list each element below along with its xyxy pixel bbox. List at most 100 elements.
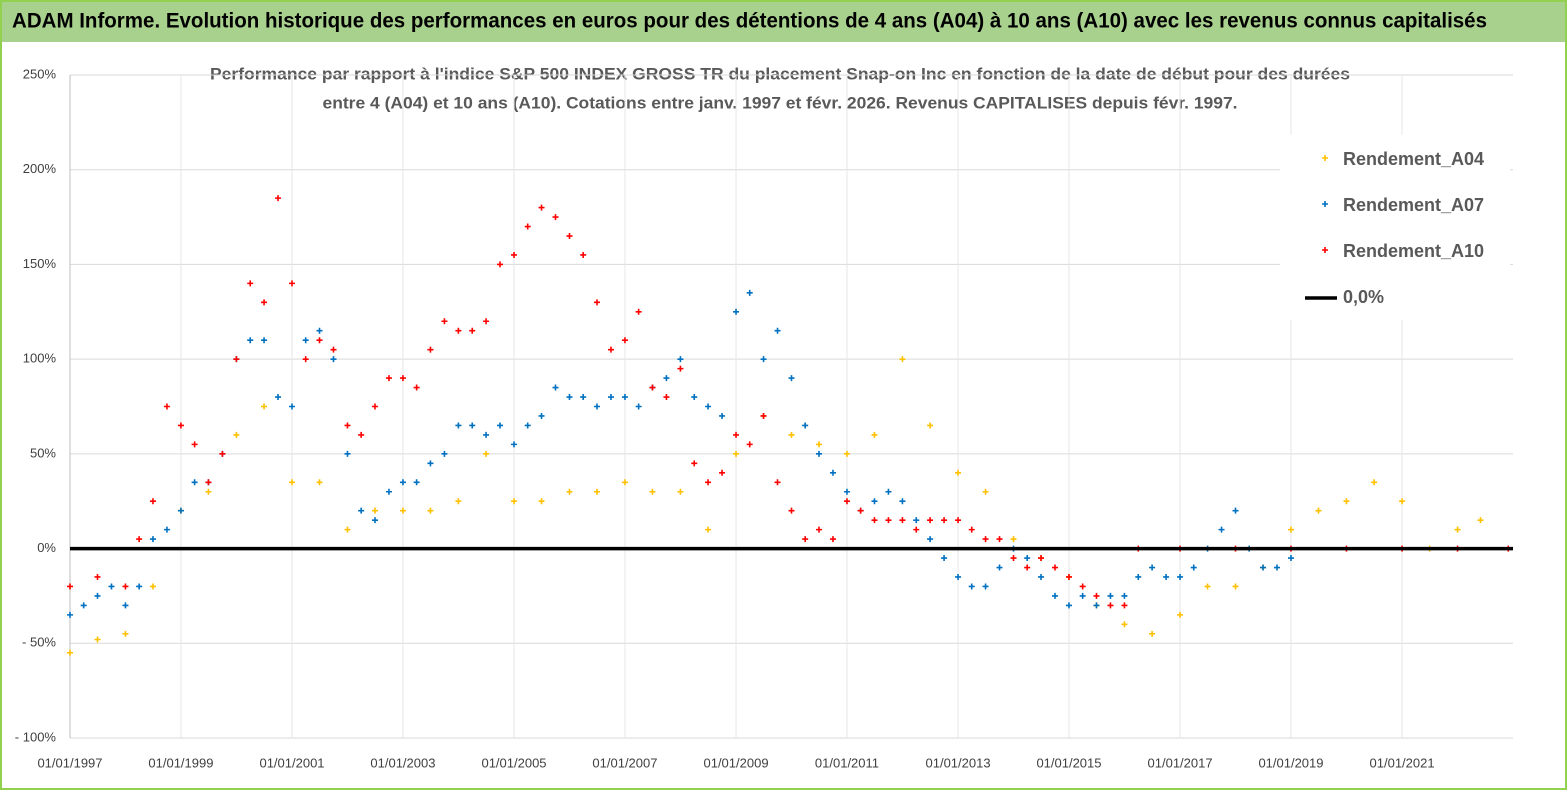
point (1477, 517, 1484, 524)
point (1371, 479, 1378, 486)
point (1190, 564, 1197, 571)
point (649, 384, 656, 391)
point (344, 422, 351, 429)
point (427, 460, 434, 467)
point (524, 422, 531, 429)
point (663, 394, 670, 401)
point (1065, 573, 1072, 580)
point (982, 488, 989, 495)
point (635, 308, 642, 315)
point (955, 573, 962, 580)
point (746, 441, 753, 448)
point (607, 394, 614, 401)
point (455, 422, 462, 429)
legend: Rendement_A04 Rendement_A07 Rendement_A10 0… (1280, 135, 1510, 320)
point (1218, 526, 1225, 533)
point (177, 422, 184, 429)
point (427, 346, 434, 353)
point (829, 536, 836, 543)
point (899, 517, 906, 524)
point (733, 450, 740, 457)
point (691, 394, 698, 401)
point (1079, 583, 1086, 590)
point (289, 403, 296, 410)
point (67, 583, 73, 590)
point (552, 384, 559, 391)
point (1135, 573, 1142, 580)
point (913, 517, 920, 524)
legend-label: Rendement_A10 (1343, 241, 1484, 261)
point (663, 375, 670, 382)
point (829, 469, 836, 476)
point (149, 498, 156, 505)
point (982, 536, 989, 543)
point (733, 308, 740, 315)
point (580, 394, 587, 401)
point (330, 346, 337, 353)
point (1399, 498, 1406, 505)
point (483, 431, 490, 438)
point (149, 536, 156, 543)
point (316, 337, 323, 344)
x-tick-label: 01/01/2015 (1036, 755, 1101, 770)
point (843, 498, 850, 505)
point (968, 583, 975, 590)
point (1093, 592, 1100, 599)
point (511, 251, 518, 258)
point (275, 394, 282, 401)
point (205, 479, 212, 486)
x-tick-label: 01/01/1997 (37, 755, 102, 770)
point (871, 498, 878, 505)
point (385, 488, 392, 495)
legend-marker (1322, 247, 1328, 253)
point (136, 583, 143, 590)
point (802, 536, 809, 543)
x-tick-label: 01/01/2009 (703, 755, 768, 770)
point (441, 450, 448, 457)
point (593, 403, 600, 410)
point (1038, 555, 1045, 562)
point (733, 431, 740, 438)
point (746, 289, 753, 296)
point (1079, 592, 1086, 599)
chart-subtitle: Performance par rapport à l'indice S&P 5… (210, 64, 1350, 83)
point (705, 403, 712, 410)
point (177, 507, 184, 514)
point (1121, 621, 1128, 628)
point (302, 356, 309, 363)
point (108, 583, 115, 590)
point (1232, 583, 1239, 590)
legend-label: Rendement_A07 (1343, 195, 1484, 215)
point (1093, 602, 1100, 609)
point (816, 526, 823, 533)
point (635, 403, 642, 410)
point (385, 375, 392, 382)
point (816, 441, 823, 448)
legend-marker (1322, 155, 1328, 161)
chart-title: ADAM Informe. Evolution historique des p… (12, 10, 1487, 33)
point (996, 536, 1003, 543)
title-bar (0, 0, 1567, 42)
point (205, 488, 212, 495)
point (593, 299, 600, 306)
point (344, 526, 351, 533)
point (816, 450, 823, 457)
point (1343, 498, 1350, 505)
point (289, 479, 296, 486)
point (191, 441, 198, 448)
point (163, 403, 170, 410)
point (705, 526, 712, 533)
point (1024, 555, 1031, 562)
point (441, 318, 448, 325)
point (955, 469, 962, 476)
legend-marker (1322, 201, 1328, 207)
point (413, 479, 420, 486)
point (122, 630, 129, 637)
point (677, 365, 684, 372)
y-tick-label: 50% (30, 445, 56, 460)
point (927, 422, 934, 429)
point (94, 636, 101, 643)
point (1052, 592, 1058, 599)
